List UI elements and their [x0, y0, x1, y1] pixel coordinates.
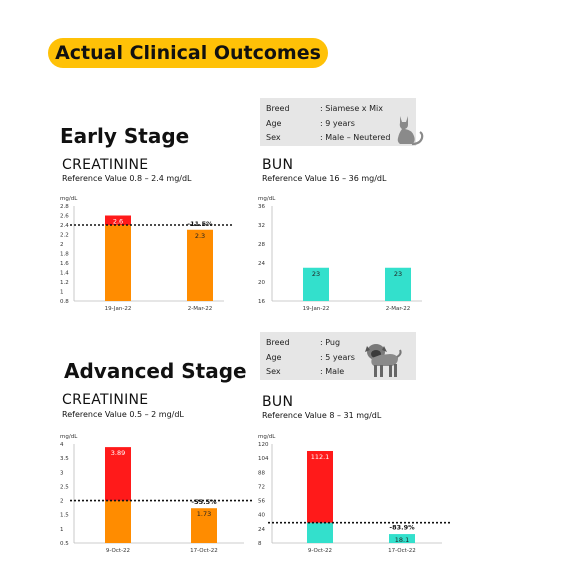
advanced-bun-ytick-label: 88 [258, 470, 265, 476]
cat-icon [397, 116, 424, 146]
early-bun-bar-1 [303, 267, 329, 301]
advanced-creatinine-ytick-label: 2.5 [60, 484, 69, 490]
early-bun-value-label: 23 [312, 270, 320, 278]
advanced-creatinine-category-label: 17-Oct-22 [190, 548, 218, 554]
early-creatinine-ytick-label: 1 [60, 290, 64, 296]
advanced-bun-ytick-label: 120 [258, 442, 269, 448]
early-creatinine-ytick-label: 1.8 [60, 252, 69, 258]
early-creatinine-bar-1-above-reference [105, 215, 131, 225]
early-pet-age-value: : 9 years [320, 119, 355, 128]
advanced-creatinine-value-label: 1.73 [197, 510, 211, 518]
advanced-creatinine-chart: mg/dL 0.5 1 1.5 2 2.5 3 3.5 4 3.89 9-Oct-22 1.73 17-… [60, 434, 252, 554]
advanced-creatinine-category-label: 9-Oct-22 [106, 548, 130, 554]
advanced-bun-reference: Reference Value 8 – 31 mg/dL [262, 411, 382, 420]
advanced-creatinine-ytick-label: 3 [60, 470, 64, 476]
advanced-creatinine-bar-1-above-reference [105, 447, 131, 501]
advanced-pet-age-label: Age [266, 353, 282, 362]
advanced-creatinine-ytick-label: 3.5 [60, 456, 69, 462]
early-bun-ytick-label: 16 [258, 299, 265, 305]
early-bun-bar-2 [385, 267, 411, 301]
early-creatinine-ytick-label: 2.4 [60, 223, 69, 229]
advanced-bun-category-label: 9-Oct-22 [308, 548, 332, 554]
pug-icon [365, 344, 402, 377]
early-stage-title: Early Stage [60, 124, 190, 148]
early-bun-reference: Reference Value 16 – 36 mg/dL [262, 174, 387, 183]
advanced-bun-category-label: 17-Oct-22 [388, 548, 416, 554]
early-pet-breed-label: Breed [266, 104, 290, 113]
advanced-bun-value-label: 18.1 [395, 536, 409, 544]
early-bun-category-label: 19-Jan-22 [303, 306, 330, 312]
early-creatinine-ytick-label: 0.8 [60, 299, 69, 305]
advanced-pet-breed-value: : Pug [320, 338, 341, 347]
early-creatinine-ytick-label: 2.8 [60, 204, 69, 210]
early-creatinine-value-label: 2.3 [195, 232, 205, 240]
early-creatinine-ytick-label: 1.4 [60, 271, 69, 277]
advanced-bun-bar-2 [389, 534, 415, 543]
early-bun-ytick-label: 36 [258, 204, 265, 210]
advanced-creatinine-title: CREATININE [62, 392, 149, 408]
early-creatinine-category-label: 2-Mar-22 [188, 306, 213, 312]
early-creatinine-chart: mg/dL 0.8 1 1.2 1.4 1.6 1.8 2 2.2 2.4 2.6 2.8 2.6 19-… [60, 196, 232, 312]
advanced-pet-breed-label: Breed [266, 338, 290, 347]
advanced-pet-sex-label: Sex [266, 367, 281, 376]
early-pet-sex-value: : Male – Neutered [320, 133, 391, 142]
early-bun-ytick-label: 20 [258, 280, 265, 286]
advanced-creatinine-bar-1-base [105, 500, 131, 543]
early-creatinine-ytick-label: 2.2 [60, 233, 69, 239]
early-bun-category-label: 2-Mar-22 [386, 306, 411, 312]
advanced-creatinine-ytick-label: 2 [60, 499, 64, 505]
advanced-creatinine-value-label: 3.89 [111, 449, 125, 457]
advanced-creatinine-unit-label: mg/dL [60, 434, 78, 440]
early-creatinine-ytick-label: 2.6 [60, 214, 69, 220]
early-bun-value-label: 23 [394, 270, 402, 278]
early-creatinine-ytick-label: 1.6 [60, 261, 69, 267]
page-title: Actual Clinical Outcomes [48, 38, 328, 68]
advanced-bun-ytick-label: 8 [258, 541, 262, 547]
early-creatinine-category-label: 19-Jan-22 [105, 306, 132, 312]
advanced-pet-age-value: : 5 years [320, 353, 355, 362]
early-pet-sex-label: Sex [266, 133, 281, 142]
advanced-bun-chart: mg/dL 8 24 40 56 72 88 104 120 112.1 9-Oct-22 18.1 1… [258, 434, 450, 554]
early-bun-unit-label: mg/dL [258, 196, 276, 202]
advanced-pet-sex-value: : Male [320, 367, 345, 376]
advanced-creatinine-reference: Reference Value 0.5 – 2 mg/dL [62, 410, 184, 419]
advanced-bun-ytick-label: 104 [258, 456, 269, 462]
advanced-bun-value-label: 112.1 [311, 453, 330, 461]
early-creatinine-value-label: 2.6 [113, 218, 123, 226]
advanced-bun-ytick-label: 72 [258, 484, 265, 490]
early-bun-chart: mg/dL 16 20 24 28 32 36 23 19-Jan-22 23 2-Mar-22 [258, 196, 422, 312]
advanced-creatinine-ytick-label: 1 [60, 527, 64, 533]
advanced-stage-title: Advanced Stage [64, 359, 247, 383]
advanced-creatinine-change-label: -55.5% [191, 498, 217, 506]
advanced-bun-title: BUN [262, 394, 294, 410]
early-bun-ytick-label: 28 [258, 242, 265, 248]
advanced-bun-bar-1-above-reference [307, 450, 333, 523]
early-creatinine-unit-label: mg/dL [60, 196, 78, 202]
early-creatinine-bar-1-base [105, 225, 131, 301]
advanced-bun-ytick-label: 56 [258, 499, 265, 505]
early-creatinine-reference: Reference Value 0.8 – 2.4 mg/dL [62, 174, 192, 183]
advanced-bun-ytick-label: 24 [258, 527, 265, 533]
advanced-creatinine-ytick-label: 0.5 [60, 541, 69, 547]
early-creatinine-change-label: -11.5% [187, 220, 213, 228]
early-creatinine-bar-2 [187, 229, 213, 301]
advanced-bun-change-label: -83.9% [389, 524, 415, 532]
early-creatinine-title: CREATININE [62, 157, 149, 173]
advanced-creatinine-ytick-label: 1.5 [60, 513, 69, 519]
early-creatinine-ytick-label: 2 [60, 242, 64, 248]
advanced-bun-unit-label: mg/dL [258, 434, 276, 440]
advanced-creatinine-bar-2 [191, 508, 217, 543]
early-pet-card: Breed : Siamese x Mix Age : 9 years Sex … [260, 98, 416, 146]
advanced-bun-ytick-label: 40 [258, 513, 265, 519]
early-pet-age-label: Age [266, 119, 282, 128]
early-creatinine-ytick-label: 1.2 [60, 280, 69, 286]
advanced-bun-bar-1-base [307, 522, 333, 543]
early-bun-title: BUN [262, 157, 294, 173]
early-bun-ytick-label: 32 [258, 223, 265, 229]
early-pet-breed-value: : Siamese x Mix [320, 104, 383, 113]
early-bun-ytick-label: 24 [258, 261, 265, 267]
advanced-creatinine-ytick-label: 4 [60, 442, 64, 448]
